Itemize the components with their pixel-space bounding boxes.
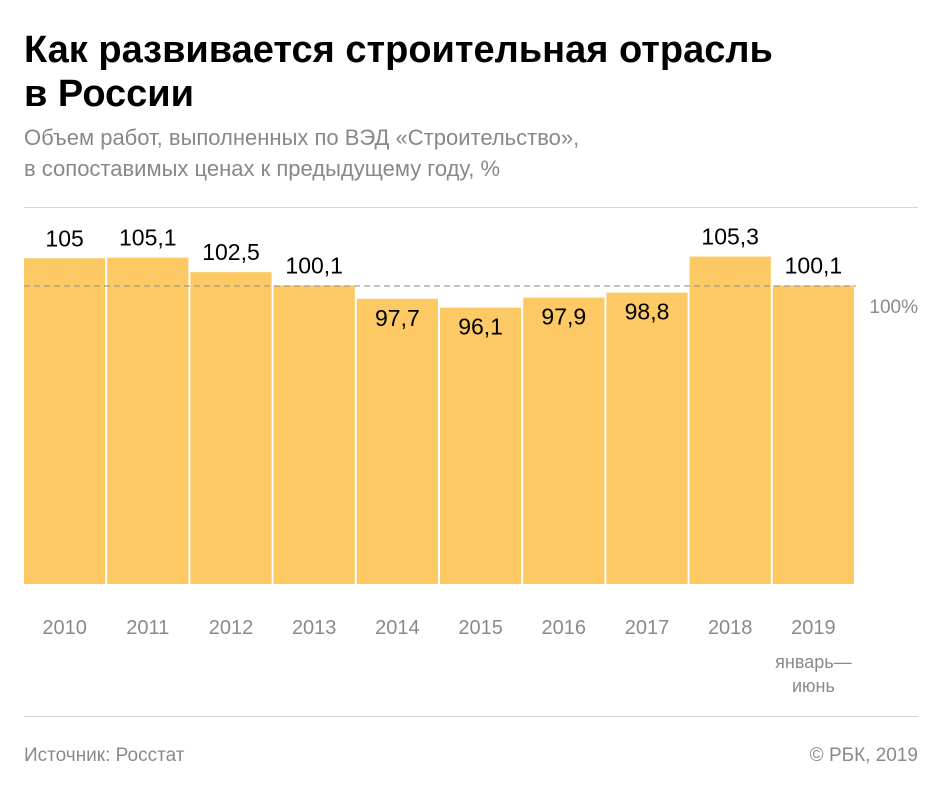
bar-2014 — [356, 298, 438, 584]
category-label-2015: 2015 — [458, 617, 503, 639]
chart-title-line2: в России — [24, 73, 195, 115]
bar-2012 — [190, 272, 272, 584]
value-label-2013: 100,1 — [285, 252, 343, 278]
category-label-2010: 2010 — [42, 617, 87, 639]
category-label-2014: 2014 — [375, 617, 420, 639]
value-label-2014: 97,7 — [375, 305, 420, 331]
reference-label: 100% — [869, 297, 918, 318]
bar-2017 — [606, 292, 688, 584]
top-divider — [24, 207, 918, 208]
value-label-2011: 105,1 — [119, 225, 177, 251]
category-label-2013: 2013 — [292, 617, 337, 639]
chart-subtitle: Объем работ, выполненных по ВЭД «Строите… — [24, 122, 924, 184]
value-label-2018: 105,3 — [701, 224, 759, 250]
chart-subtitle-line2: в сопоставимых ценах к предыдущему году,… — [24, 156, 501, 181]
source-note: Источник: Росстат — [24, 745, 185, 766]
chart-title-line1: Как развивается строительная отрасль — [24, 29, 773, 71]
bar-2010 — [24, 258, 106, 584]
bar-2019 — [772, 285, 854, 584]
category-label-2016: 2016 — [542, 617, 587, 639]
category-label-2011: 2011 — [126, 617, 169, 639]
value-label-2016: 97,9 — [541, 304, 586, 330]
value-label-2015: 96,1 — [458, 314, 503, 340]
value-label-2010: 105 — [45, 225, 83, 251]
chart-subtitle-line1: Объем работ, выполненных по ВЭД «Строите… — [24, 125, 580, 150]
category-note-2019-0: январь— — [775, 652, 851, 672]
category-label-2017: 2017 — [625, 617, 670, 639]
bottom-divider — [24, 716, 918, 717]
copyright-note: © РБК, 2019 — [809, 745, 918, 766]
value-label-2012: 102,5 — [202, 239, 260, 265]
chart-title: Как развивается строительная отрасль в Р… — [24, 28, 924, 116]
bar-2011 — [107, 257, 189, 584]
category-label-2019: 2019 — [791, 617, 836, 639]
bar-chart: 100% 105 105,1 102,5 100,1 97,7 96,1 97,9 98,8 10… — [24, 224, 918, 696]
category-label-2012: 2012 — [209, 617, 254, 639]
category-label-2018: 2018 — [708, 617, 753, 639]
category-note-2019-1: июнь — [792, 676, 835, 696]
bar-2016 — [523, 297, 605, 584]
bar-2015 — [440, 307, 522, 584]
value-label-2019: 100,1 — [785, 252, 843, 278]
bar-2018 — [689, 256, 771, 584]
bar-2013 — [273, 285, 355, 584]
value-label-2017: 98,8 — [625, 299, 670, 325]
